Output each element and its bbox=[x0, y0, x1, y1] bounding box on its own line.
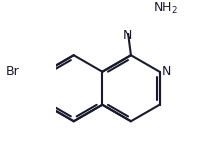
Text: N: N bbox=[162, 65, 172, 78]
Text: NH$_2$: NH$_2$ bbox=[152, 1, 177, 16]
Text: Br: Br bbox=[6, 65, 20, 78]
Text: N: N bbox=[123, 29, 132, 42]
